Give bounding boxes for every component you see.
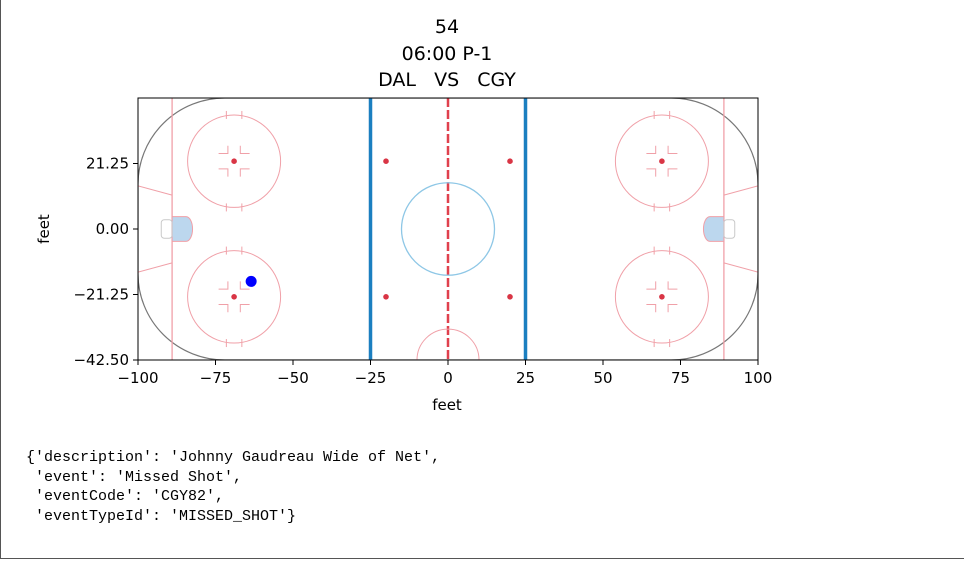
shot-points xyxy=(245,275,257,287)
referee-crease xyxy=(416,328,480,360)
faceoff-l-mark xyxy=(239,304,250,313)
faceoff-l-mark xyxy=(646,281,657,290)
trapezoid-top-right xyxy=(723,185,758,196)
x-tick-label: 0 xyxy=(443,369,453,387)
goal-crease-right xyxy=(702,216,725,242)
title-line-event-number: 54 xyxy=(435,16,459,38)
x-tick-label: −75 xyxy=(200,369,232,387)
faceoff-circle-2 xyxy=(187,250,282,344)
faceoff-l-mark xyxy=(218,281,229,290)
faceoff-l-mark xyxy=(218,304,229,313)
neutral-faceoff-dot-2 xyxy=(507,158,513,164)
trapezoid-top-left xyxy=(138,185,173,196)
x-tick-label: 50 xyxy=(593,369,612,387)
y-tick-label: −42.50 xyxy=(73,351,129,369)
trapezoid-bottom-left xyxy=(138,262,173,273)
title-line-teams: DAL VS CGY xyxy=(378,69,516,91)
faceoff-l-mark xyxy=(667,304,678,313)
faceoff-dot-1 xyxy=(231,158,237,164)
rink-chart: 54 06:00 P-1 DAL VS CGY −100 −75 −50 −25 0 25… xyxy=(35,16,772,414)
goal-net-left xyxy=(160,219,173,239)
title-line-time-period: 06:00 P-1 xyxy=(402,43,493,65)
faceoff-l-mark xyxy=(239,168,250,177)
faceoff-l-mark xyxy=(239,145,250,154)
rink-markings xyxy=(138,98,758,360)
shot-point-1 xyxy=(245,275,257,287)
faceoff-dot-2 xyxy=(231,294,237,300)
x-tick-label: 75 xyxy=(671,369,690,387)
center-circle xyxy=(400,182,496,276)
chart-title: 54 06:00 P-1 DAL VS CGY xyxy=(378,16,516,91)
goal-crease-left xyxy=(171,216,194,242)
x-tick-label: −50 xyxy=(277,369,309,387)
faceoff-l-mark xyxy=(646,168,657,177)
faceoff-circle-1 xyxy=(187,114,282,208)
faceoff-l-mark xyxy=(218,168,229,177)
faceoff-circle-3 xyxy=(614,114,709,208)
x-tick-label: 25 xyxy=(516,369,535,387)
trapezoid-bottom-right xyxy=(723,262,758,273)
rink-background xyxy=(138,98,758,360)
y-tick-label: 21.25 xyxy=(86,155,129,173)
faceoff-l-mark xyxy=(646,145,657,154)
y-axis-ticks: 21.25 0.00 −21.25 −42.50 xyxy=(73,155,138,369)
y-axis-label: feet xyxy=(35,214,53,244)
faceoff-l-mark xyxy=(667,145,678,154)
faceoff-dot-4 xyxy=(659,294,665,300)
x-tick-label: −100 xyxy=(117,369,158,387)
faceoff-l-mark xyxy=(646,304,657,313)
neutral-faceoff-dot-4 xyxy=(507,294,513,300)
x-axis-label: feet xyxy=(432,396,462,414)
event-output-text: {'description': 'Johnny Gaudreau Wide of… xyxy=(26,449,441,525)
neutral-faceoff-dot-1 xyxy=(383,158,389,164)
faceoff-l-mark xyxy=(218,145,229,154)
faceoff-l-mark xyxy=(667,168,678,177)
goal-net-right xyxy=(723,219,736,239)
x-tick-label: 100 xyxy=(744,369,773,387)
y-tick-label: 0.00 xyxy=(96,220,129,238)
neutral-faceoff-dot-3 xyxy=(383,294,389,300)
x-tick-label: −25 xyxy=(355,369,387,387)
faceoff-l-mark xyxy=(239,281,250,290)
faceoff-dot-3 xyxy=(659,158,665,164)
y-tick-label: −21.25 xyxy=(73,286,129,304)
x-axis-ticks: −100 −75 −50 −25 0 25 50 75 100 xyxy=(117,360,772,387)
faceoff-l-mark xyxy=(667,281,678,290)
faceoff-circle-4 xyxy=(614,250,709,344)
